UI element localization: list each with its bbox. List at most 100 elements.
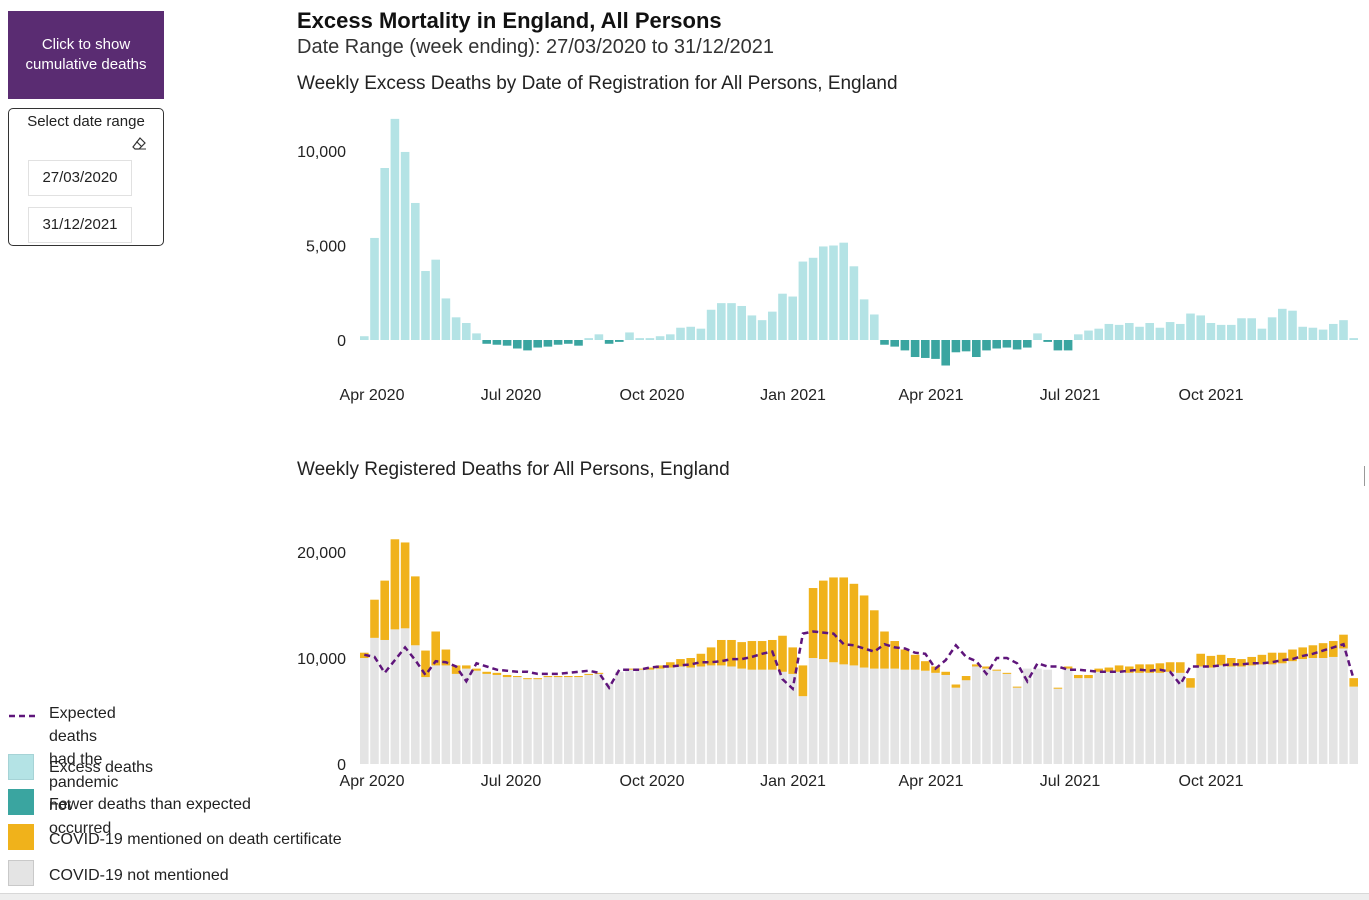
excess-bar — [625, 332, 634, 340]
eraser-icon[interactable] — [131, 136, 147, 152]
fewer-bar — [941, 340, 950, 366]
excess-bar — [798, 261, 808, 340]
covid-bar — [1125, 666, 1134, 673]
not-covid-bar — [1155, 672, 1165, 764]
y-tick-label: 10,000 — [297, 144, 346, 161]
not-covid-bar — [431, 665, 440, 764]
excess-bar — [788, 296, 797, 340]
not-covid-bar — [666, 667, 675, 764]
not-covid-bar — [788, 673, 797, 764]
end-date-input[interactable]: 31/12/2021 — [28, 207, 132, 243]
not-covid-bar — [1165, 671, 1175, 764]
covid-bar — [1339, 634, 1348, 649]
not-covid-swatch — [8, 860, 34, 886]
covid-bar — [1145, 664, 1154, 673]
excess-bar — [1196, 315, 1205, 340]
y-tick-label: 0 — [337, 333, 346, 350]
not-covid-bar — [839, 664, 848, 764]
excess-bar — [1135, 326, 1144, 340]
covid-bar — [1278, 652, 1287, 664]
excess-bar — [1145, 322, 1154, 340]
not-covid-bar — [1145, 672, 1154, 764]
not-covid-bar — [1074, 678, 1083, 764]
y-tick-label: 10,000 — [297, 651, 346, 668]
covid-bar — [574, 676, 583, 678]
covid-bar — [594, 672, 604, 674]
covid-bar — [584, 673, 593, 675]
not-covid-bar — [829, 662, 838, 764]
covid-bar — [635, 668, 644, 670]
fewer-bar — [564, 340, 573, 344]
registered-chart-title: Weekly Registered Deaths for All Persons… — [297, 459, 730, 480]
cumulative-deaths-button[interactable]: Click to show cumulative deaths — [8, 11, 164, 99]
fewer-bar — [900, 340, 910, 351]
excess-bar — [635, 338, 644, 340]
excess-bar — [1084, 330, 1093, 340]
excess-bar — [1247, 318, 1256, 340]
not-covid-bar — [492, 674, 502, 764]
covid-bar — [625, 668, 634, 670]
scroll-handle[interactable] — [1364, 466, 1369, 486]
fewer-bar — [533, 340, 542, 348]
covid-bar — [1216, 654, 1226, 666]
covid-bar — [1094, 668, 1103, 672]
excess-bar — [1216, 324, 1226, 340]
excess-bar — [1165, 322, 1175, 340]
excess-bar — [839, 242, 848, 340]
not-covid-bar — [747, 669, 757, 764]
not-covid-bar — [890, 668, 899, 764]
not-covid-bar — [594, 673, 604, 764]
not-covid-bar — [727, 666, 736, 764]
not-covid-bar — [1206, 667, 1216, 764]
excess-bar — [390, 118, 400, 341]
excess-chart-title: Weekly Excess Deaths by Date of Registra… — [297, 73, 898, 94]
fewer-bar — [1012, 340, 1022, 350]
not-covid-bar — [717, 665, 726, 764]
excess-bar — [370, 237, 379, 340]
covid-bar — [951, 684, 961, 688]
covid-bar — [1114, 665, 1124, 672]
covid-bar — [370, 599, 379, 638]
excess-bar — [380, 168, 389, 340]
covid-bar — [1165, 662, 1175, 672]
excess-bar — [1257, 328, 1267, 340]
excess-bar — [1267, 317, 1277, 340]
fewer-bar — [910, 340, 920, 358]
not-covid-bar — [1216, 665, 1226, 764]
not-covid-bar — [1043, 669, 1052, 764]
covid-bar — [798, 665, 808, 697]
not-covid-bar — [941, 674, 950, 764]
covid-bar — [1002, 672, 1012, 674]
covid-bar — [819, 580, 828, 660]
covid-bar — [1298, 647, 1307, 660]
not-covid-bar — [482, 673, 491, 764]
covid-bar — [666, 662, 675, 668]
covid-swatch — [8, 824, 34, 850]
horizontal-scrollbar[interactable] — [0, 893, 1369, 900]
not-covid-bar — [982, 668, 991, 764]
excess-bar — [1094, 328, 1103, 340]
covid-bar — [645, 667, 655, 670]
fewer-bar — [615, 340, 624, 342]
fewer-bar — [543, 340, 553, 347]
excess-bar — [859, 299, 869, 340]
covid-bar — [1237, 659, 1246, 667]
not-covid-bar — [421, 677, 430, 764]
not-covid-bar — [604, 683, 614, 764]
start-date-input[interactable]: 27/03/2020 — [28, 160, 132, 196]
excess-bar — [441, 298, 451, 340]
excess-bar — [1318, 329, 1328, 340]
covid-bar — [982, 666, 991, 669]
not-covid-bar — [400, 628, 410, 764]
not-covid-bar — [1176, 672, 1185, 764]
covid-bar — [1349, 678, 1358, 687]
excess-bar — [819, 246, 828, 340]
covid-bar — [890, 641, 899, 669]
covid-bar — [1012, 686, 1022, 688]
fewer-bar — [502, 340, 512, 346]
covid-bar — [1074, 674, 1083, 679]
not-covid-bar — [1186, 687, 1195, 764]
not-covid-bar — [1298, 659, 1307, 764]
not-covid-bar — [1053, 688, 1063, 764]
covid-bar — [533, 678, 542, 680]
